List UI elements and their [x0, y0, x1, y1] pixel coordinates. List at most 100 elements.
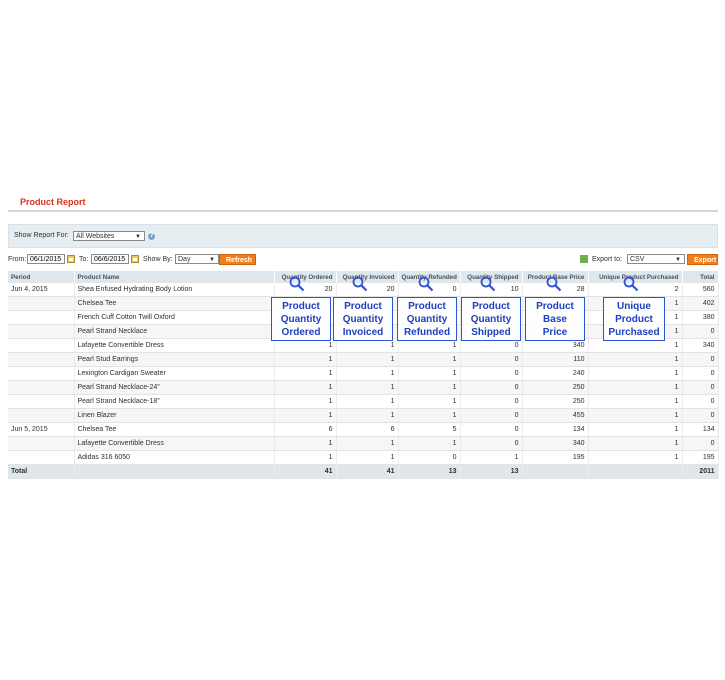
row-quantity-shipped: 0 — [460, 338, 523, 353]
row-quantity-refunded: 1 — [398, 394, 461, 409]
overlay-line: Purchased — [608, 327, 660, 338]
table-row: Pearl Stud Earrings 1 1 1 0 110 1 0 — [8, 352, 719, 367]
totals-ordered: 41 — [274, 464, 337, 479]
row-quantity-shipped: 0 — [460, 394, 523, 409]
export-to-label: Export to: — [592, 256, 622, 263]
row-quantity-ordered: 1 — [274, 380, 337, 395]
column-header-unique-product-purchased[interactable]: Unique Product Purchased — [588, 271, 683, 283]
row-product-base-price: 250 — [522, 394, 589, 409]
table-row: Jun 5, 2015 Chelsea Tee 6 6 5 0 134 1 134 — [8, 422, 719, 437]
export-button[interactable]: Export — [687, 254, 718, 265]
row-quantity-ordered: 20 — [274, 283, 337, 297]
row-product-name: Shea Enfused Hydrating Body Lotion — [74, 283, 275, 297]
row-quantity-ordered: 1 — [274, 352, 337, 367]
totals-unique — [588, 464, 683, 479]
row-quantity-refunded: 1 — [398, 436, 461, 451]
to-date-input[interactable] — [91, 254, 129, 264]
column-header-quantity-refunded[interactable]: Quantity Refunded — [398, 271, 461, 283]
row-product-name: French Cuff Cotton Twill Oxford — [74, 310, 275, 325]
magnifier-icon — [352, 276, 368, 292]
show-by-value: Day — [178, 256, 191, 263]
table-row: Pearl Strand Necklace-18" 1 1 1 0 250 1 0 — [8, 394, 719, 409]
row-period — [8, 324, 75, 339]
table-row: Lexington Cardigan Sweater 1 1 1 0 240 1 0 — [8, 366, 719, 381]
column-header-quantity-shipped[interactable]: Quantity Shipped — [460, 271, 523, 283]
column-header-period[interactable]: Period — [8, 271, 75, 283]
row-quantity-invoiced: 1 — [336, 436, 399, 451]
row-product-name: Adidas 316 6050 — [74, 450, 275, 465]
row-unique-product-purchased: 2 — [588, 283, 683, 297]
row-unique-product-purchased: 1 — [588, 450, 683, 465]
row-unique-product-purchased: 1 — [588, 366, 683, 381]
row-quantity-invoiced: 1 — [336, 450, 399, 465]
table-row: Pearl Strand Necklace-24" 1 1 1 0 250 1 0 — [8, 380, 719, 395]
overlay-line: Base — [543, 314, 567, 325]
row-period — [8, 352, 75, 367]
row-quantity-shipped: 0 — [460, 422, 523, 437]
row-total: 340 — [682, 338, 719, 353]
calendar-icon[interactable] — [131, 255, 139, 263]
show-report-for-label: Show Report For: — [14, 232, 69, 239]
column-header-product-base-price[interactable]: Product Base Price — [522, 271, 589, 283]
table-header-row: Period Product Name Quantity Ordered Qua… — [8, 271, 719, 283]
help-icon[interactable]: ? — [148, 233, 155, 240]
chevron-down-icon: ▼ — [209, 257, 215, 263]
row-quantity-shipped: 0 — [460, 366, 523, 381]
row-total: 195 — [682, 450, 719, 465]
show-by-label: Show By: — [143, 256, 173, 263]
refresh-button[interactable]: Refresh — [219, 254, 256, 265]
calendar-icon[interactable] — [67, 255, 75, 263]
row-period — [8, 296, 75, 311]
overlay-line: Product — [408, 301, 446, 312]
magnifier-icon — [289, 276, 305, 292]
column-header-product-name[interactable]: Product Name — [74, 271, 275, 283]
overlay-line: Product — [282, 301, 320, 312]
show-by-select[interactable]: Day ▼ — [175, 254, 219, 264]
row-total: 0 — [682, 366, 719, 381]
row-quantity-ordered: 1 — [274, 338, 337, 353]
overlay-product-base-price: Product Base Price — [525, 297, 585, 341]
row-unique-product-purchased: 1 — [588, 380, 683, 395]
row-product-base-price: 195 — [522, 450, 589, 465]
row-quantity-refunded: 1 — [398, 338, 461, 353]
row-period — [8, 436, 75, 451]
from-date-input[interactable] — [27, 254, 65, 264]
table-row: Lafayette Convertible Dress 1 1 1 0 340 1 340 — [8, 338, 719, 353]
magnifier-icon — [546, 276, 562, 292]
row-product-base-price: 28 — [522, 283, 589, 297]
totals-invoiced: 41 — [336, 464, 399, 479]
row-unique-product-purchased: 1 — [588, 338, 683, 353]
to-label: To: — [79, 256, 89, 263]
row-quantity-invoiced: 1 — [336, 338, 399, 353]
overlay-line: Ordered — [281, 327, 321, 338]
row-quantity-invoiced: 1 — [336, 380, 399, 395]
row-quantity-invoiced: 1 — [336, 394, 399, 409]
row-product-base-price: 134 — [522, 422, 589, 437]
row-unique-product-purchased: 1 — [588, 394, 683, 409]
filter-box: Show Report For: All Websites ▼ ? — [8, 224, 718, 248]
column-header-quantity-ordered[interactable]: Quantity Ordered — [274, 271, 337, 283]
row-total: 402 — [682, 296, 719, 311]
column-header-total[interactable]: Total — [682, 271, 719, 283]
row-product-name: Pearl Stud Earrings — [74, 352, 275, 367]
export-format-select[interactable]: CSV ▼ — [627, 254, 685, 264]
row-period — [8, 408, 75, 423]
overlay-line: Invoiced — [342, 327, 384, 338]
row-quantity-refunded: 1 — [398, 366, 461, 381]
row-period — [8, 380, 75, 395]
row-product-name: Pearl Strand Necklace — [74, 324, 275, 339]
column-header-quantity-invoiced[interactable]: Quantity Invoiced — [336, 271, 399, 283]
row-product-base-price: 340 — [522, 436, 589, 451]
row-total: 0 — [682, 436, 719, 451]
row-unique-product-purchased: 1 — [588, 436, 683, 451]
table-row: Lafayette Convertible Dress 1 1 1 0 340 1 0 — [8, 436, 719, 451]
row-product-base-price: 240 — [522, 366, 589, 381]
row-quantity-shipped: 0 — [460, 380, 523, 395]
row-quantity-shipped: 1 — [460, 450, 523, 465]
row-quantity-refunded: 5 — [398, 422, 461, 437]
row-period — [8, 394, 75, 409]
row-period: Jun 5, 2015 — [8, 422, 75, 437]
overlay-line: Unique — [617, 301, 651, 312]
row-total: 380 — [682, 310, 719, 325]
website-select[interactable]: All Websites ▼ — [73, 231, 145, 241]
